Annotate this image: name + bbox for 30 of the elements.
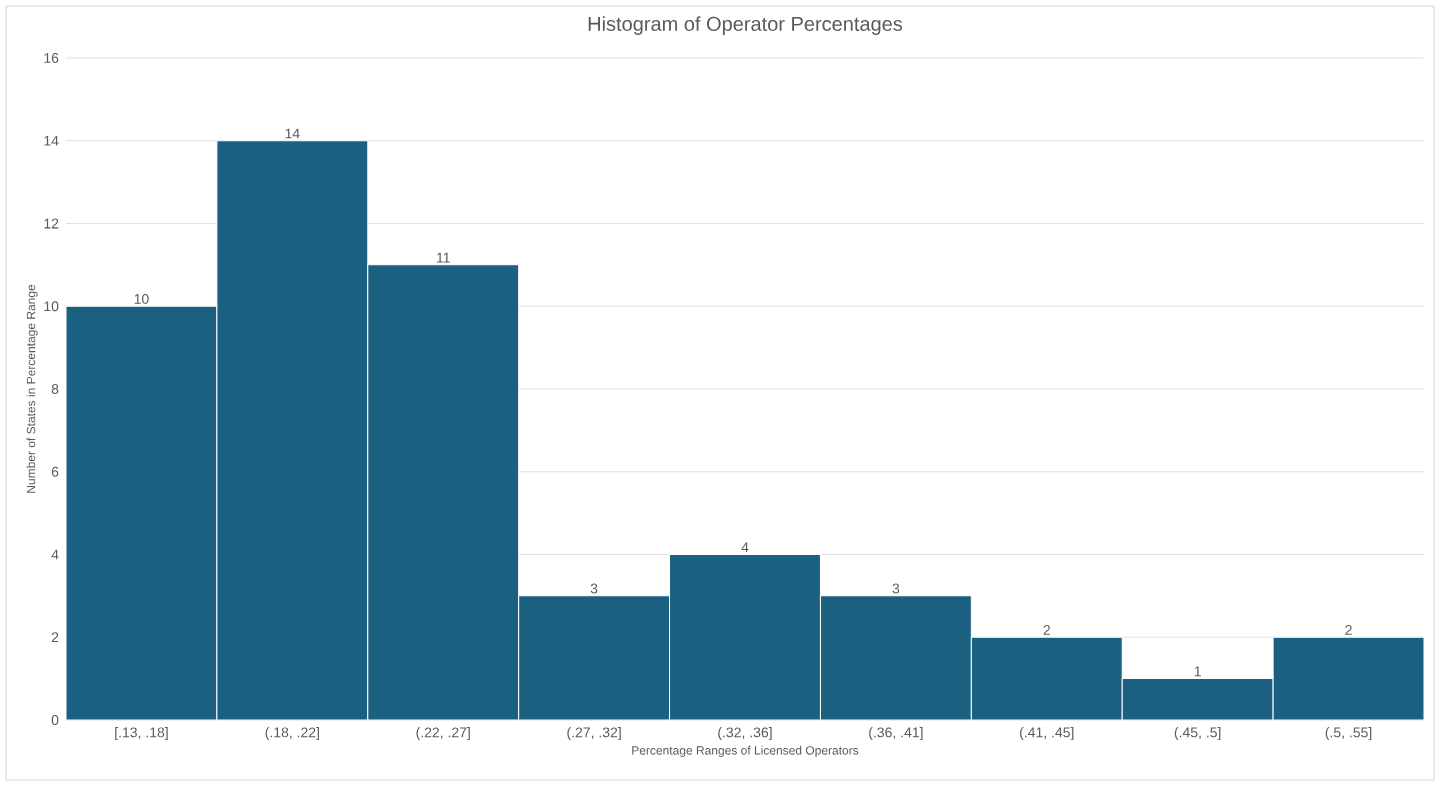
x-tick-label: [.13, .18] bbox=[115, 727, 168, 741]
data-label: 10 bbox=[134, 293, 149, 304]
y-tick-label: 2 bbox=[51, 632, 59, 643]
x-tick-label: (.18, .22] bbox=[265, 727, 319, 741]
data-label: 2 bbox=[1345, 625, 1352, 635]
y-tick-label: 0 bbox=[51, 715, 59, 725]
y-tick-label: 10 bbox=[44, 301, 59, 312]
y-axis-title: Number of States in Percentage Range bbox=[26, 284, 38, 493]
x-tick-label: (.32, .36] bbox=[718, 727, 772, 741]
x-axis-title: Percentage Ranges of Licensed Operators bbox=[632, 745, 859, 758]
y-tick-label: 12 bbox=[44, 218, 59, 229]
data-label: 11 bbox=[437, 252, 450, 263]
x-tick-label: (.22, .27] bbox=[416, 727, 470, 741]
data-label: 3 bbox=[590, 583, 598, 594]
data-label: 3 bbox=[892, 583, 900, 594]
x-tick-label: (.41, .45] bbox=[1020, 727, 1074, 741]
x-tick-label: (.45, .5] bbox=[1174, 727, 1221, 741]
x-tick-label: (.36, .41] bbox=[869, 727, 923, 741]
chart-title: Histogram of Operator Percentages bbox=[588, 16, 903, 35]
data-label: 4 bbox=[741, 542, 749, 553]
data-label: 2 bbox=[1043, 625, 1050, 635]
data-label: 14 bbox=[285, 128, 300, 139]
x-tick-label: (.27, .32] bbox=[567, 727, 621, 741]
y-tick-label: 16 bbox=[44, 53, 59, 63]
y-tick-label: 14 bbox=[44, 135, 59, 146]
x-tick-label: (.5, .55] bbox=[1325, 727, 1372, 741]
y-tick-label: 8 bbox=[51, 384, 59, 394]
data-label: 1 bbox=[1194, 666, 1201, 677]
y-tick-label: 4 bbox=[51, 549, 59, 560]
y-tick-label: 6 bbox=[51, 466, 59, 477]
